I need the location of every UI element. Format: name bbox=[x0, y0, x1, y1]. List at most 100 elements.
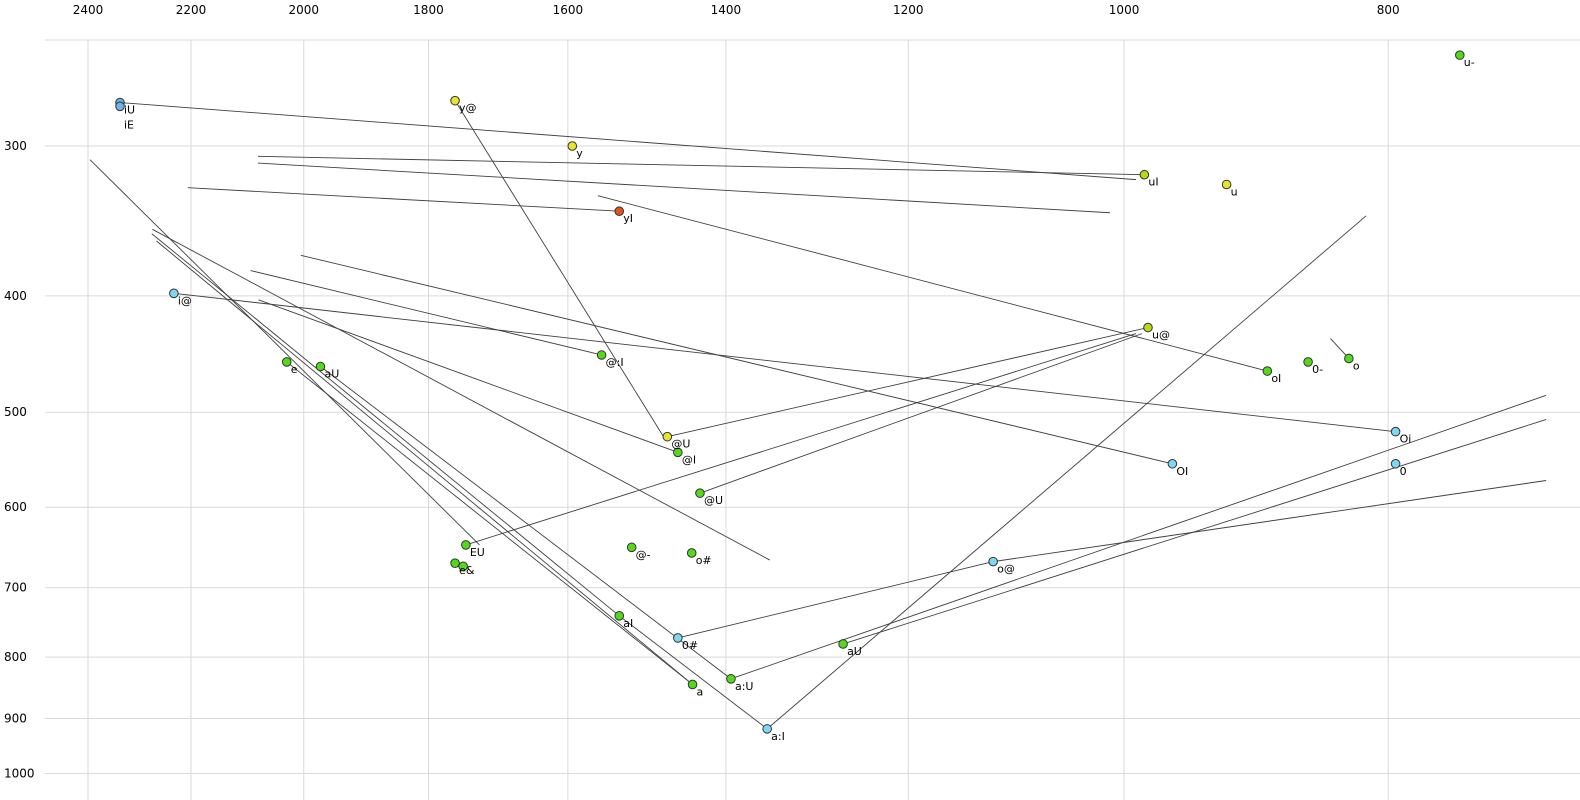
point-label: yI bbox=[623, 212, 633, 225]
data-point-y[interactable] bbox=[567, 141, 578, 151]
data-point-@-[interactable] bbox=[626, 542, 637, 553]
data-point-a[interactable] bbox=[687, 679, 698, 690]
data-point-0#[interactable] bbox=[673, 633, 683, 643]
y-tick-label: 300 bbox=[4, 139, 27, 153]
trajectory-line bbox=[993, 480, 1547, 563]
point-label: aI bbox=[623, 617, 633, 630]
point-label: Oi bbox=[1400, 433, 1412, 446]
data-point-u@[interactable] bbox=[1143, 322, 1153, 333]
trajectory-line bbox=[699, 333, 1143, 494]
data-point-u[interactable] bbox=[1221, 179, 1232, 190]
point-label: iE bbox=[124, 118, 134, 131]
data-point-y@[interactable] bbox=[450, 95, 460, 106]
data-point-e&[interactable] bbox=[450, 558, 460, 568]
trajectory-line bbox=[300, 254, 1173, 465]
point-label: iU bbox=[124, 104, 135, 117]
point-label: @- bbox=[636, 548, 651, 561]
data-point-a:U[interactable] bbox=[726, 674, 736, 684]
trajectory-line bbox=[766, 215, 1367, 730]
data-point-yI[interactable] bbox=[614, 206, 625, 217]
data-point-i@[interactable] bbox=[169, 288, 179, 299]
point-label: a:U bbox=[735, 680, 754, 693]
data-point-iE[interactable] bbox=[115, 101, 125, 112]
y-tick-label: 500 bbox=[4, 405, 27, 419]
data-point-aU[interactable] bbox=[838, 639, 848, 649]
x-tick-label: 1200 bbox=[893, 3, 924, 17]
point-label: oI bbox=[1271, 372, 1281, 385]
data-point-a:I[interactable] bbox=[762, 724, 772, 734]
point-label: e bbox=[291, 363, 298, 376]
trajectory-line bbox=[152, 228, 771, 561]
data-point-0-[interactable] bbox=[1303, 357, 1313, 367]
point-label: uI bbox=[1148, 176, 1158, 189]
y-tick-label: 400 bbox=[4, 289, 27, 303]
data-point-u-[interactable] bbox=[1455, 50, 1465, 60]
trajectory-line bbox=[119, 102, 1137, 181]
point-label: o# bbox=[696, 554, 712, 567]
trajectory-line bbox=[677, 561, 994, 639]
point-label: OI bbox=[1176, 465, 1188, 478]
point-label: @I bbox=[682, 453, 696, 466]
point-label: o bbox=[1353, 359, 1360, 372]
x-tick-label: 1600 bbox=[553, 3, 584, 17]
data-point-o#[interactable] bbox=[686, 548, 697, 558]
point-label: u- bbox=[1464, 56, 1475, 69]
trajectory-line bbox=[257, 162, 1110, 214]
data-point-e[interactable] bbox=[281, 357, 292, 367]
trajectory-line bbox=[257, 155, 1145, 176]
x-tick-label: 2200 bbox=[176, 3, 207, 17]
data-point-OI[interactable] bbox=[1167, 458, 1178, 469]
x-axis-tick-labels: 2400 2200 2000 1800 1600 1400 1200 1000 800 bbox=[73, 3, 1400, 17]
point-label: aU bbox=[324, 367, 339, 380]
trajectory-line bbox=[597, 195, 1268, 372]
point-label: a:I bbox=[771, 730, 785, 743]
trajectory-line bbox=[667, 327, 1149, 438]
data-point-aU[interactable] bbox=[315, 361, 326, 372]
trajectory-line bbox=[465, 333, 1137, 546]
trajectory-line bbox=[618, 615, 768, 730]
data-point-aI[interactable] bbox=[614, 611, 625, 621]
gridlines bbox=[45, 39, 1580, 800]
point-label: 0- bbox=[1312, 363, 1323, 376]
trajectory-line bbox=[89, 159, 480, 546]
y-tick-label: 900 bbox=[4, 712, 27, 726]
trajectory-lines bbox=[89, 100, 1547, 730]
data-point-o@[interactable] bbox=[988, 556, 998, 567]
data-point-o[interactable] bbox=[1344, 353, 1354, 364]
data-point-oI[interactable] bbox=[1262, 366, 1273, 376]
trajectory-line bbox=[187, 187, 620, 212]
point-label: @U bbox=[704, 494, 723, 507]
data-point-@I[interactable] bbox=[673, 447, 683, 458]
x-tick-label: 2000 bbox=[288, 3, 319, 17]
data-point-EU[interactable] bbox=[461, 540, 471, 550]
trajectory-line bbox=[320, 366, 732, 680]
trajectory-line bbox=[730, 394, 1547, 680]
point-label: y@ bbox=[459, 102, 477, 115]
point-label: u@ bbox=[1152, 329, 1170, 342]
trajectory-line bbox=[250, 270, 602, 356]
data-point-unlabeled[interactable] bbox=[458, 561, 468, 572]
point-label: @U bbox=[671, 438, 690, 451]
y-tick-label: 700 bbox=[4, 581, 27, 595]
y-tick-label: 800 bbox=[4, 650, 27, 664]
point-label: a bbox=[697, 685, 704, 698]
x-tick-label: 800 bbox=[1377, 3, 1400, 17]
trajectory-line bbox=[156, 240, 693, 685]
data-point-@U[interactable] bbox=[662, 431, 673, 442]
trajectory-line bbox=[286, 361, 693, 685]
data-point-@U[interactable] bbox=[695, 488, 705, 498]
y-tick-label: 600 bbox=[4, 500, 27, 514]
point-label: 0 bbox=[1400, 465, 1407, 478]
point-label: e& bbox=[459, 564, 475, 577]
data-point-uI[interactable] bbox=[1139, 169, 1150, 180]
data-point-@:I[interactable] bbox=[596, 350, 607, 360]
data-point-Oi[interactable] bbox=[1390, 426, 1401, 437]
point-label: EU bbox=[470, 546, 485, 559]
trajectory-line bbox=[173, 292, 1396, 433]
trajectory-line bbox=[258, 299, 678, 453]
x-tick-label: 1000 bbox=[1109, 3, 1140, 17]
data-point-0[interactable] bbox=[1390, 458, 1401, 469]
